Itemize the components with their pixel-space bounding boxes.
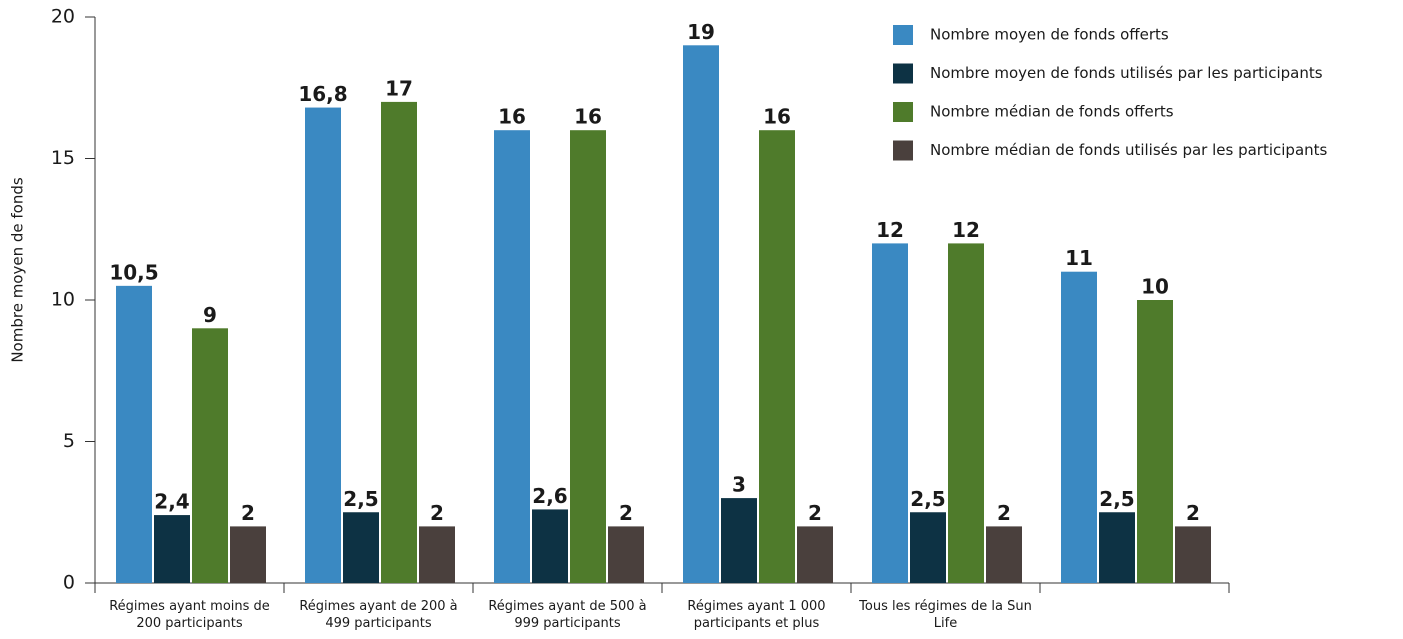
legend-swatch: [893, 63, 913, 84]
x-tick-label: Régimes ayant de 500 à 999 participants: [488, 599, 647, 631]
value-label: 2: [808, 501, 822, 525]
bar: [1099, 512, 1135, 583]
x-tick-label: Régimes ayant 1 000 participants et plus: [687, 599, 826, 631]
value-label: 2,6: [532, 484, 567, 508]
value-label: 12: [952, 218, 980, 242]
value-label: 2,5: [910, 487, 945, 511]
bar: [154, 515, 190, 583]
bar: [683, 45, 719, 584]
y-tick-label: 0: [63, 572, 75, 594]
x-tick-label: Régimes ayant de 200 à 499 participants: [299, 599, 458, 631]
value-label: 2: [430, 501, 444, 525]
bar: [305, 107, 341, 583]
bar: [872, 243, 908, 583]
bar: [986, 526, 1022, 583]
bar: [116, 285, 152, 583]
bar: [230, 526, 266, 583]
value-label: 16: [498, 105, 526, 129]
value-label: 2,5: [1099, 487, 1134, 511]
bar: [343, 512, 379, 583]
value-label: 3: [732, 473, 746, 497]
y-tick-label: 15: [51, 147, 75, 169]
value-label: 16: [574, 105, 602, 129]
legend-swatch: [893, 140, 913, 161]
value-label: 2: [241, 501, 255, 525]
bar: [381, 101, 417, 584]
y-tick-label: 20: [51, 6, 75, 28]
bar: [759, 130, 795, 583]
y-tick-label: 5: [63, 430, 75, 452]
legend-label: Nombre médian de fonds offerts: [930, 103, 1174, 121]
value-label: 2: [619, 501, 633, 525]
bar: [910, 512, 946, 583]
value-label: 12: [876, 218, 904, 242]
x-tick-label: Régimes ayant moins de 200 participants: [109, 599, 270, 631]
bar: [608, 526, 644, 583]
value-label: 16,8: [298, 82, 347, 106]
bar: [419, 526, 455, 583]
legend-label: Nombre médian de fonds utilisés par les …: [930, 141, 1328, 159]
bar: [570, 130, 606, 583]
bar: [948, 243, 984, 583]
bar: [494, 130, 530, 583]
value-label: 2,4: [154, 490, 189, 514]
y-axis-label: Nombre moyen de fonds: [9, 177, 27, 363]
value-label: 19: [687, 20, 715, 44]
legend-swatch: [893, 102, 913, 122]
x-tick-label: Tous les régimes de la Sun Life: [859, 599, 1032, 631]
value-label: 10,5: [109, 260, 158, 284]
value-label: 17: [385, 76, 413, 100]
bar: [532, 509, 568, 583]
value-label: 9: [203, 303, 217, 327]
value-label: 2: [997, 501, 1011, 525]
bar: [192, 328, 228, 583]
bar: [1175, 526, 1211, 583]
legend-swatch: [893, 25, 913, 45]
value-label: 2,5: [343, 487, 378, 511]
bar: [797, 526, 833, 583]
value-label: 11: [1065, 246, 1093, 270]
bar: [1137, 300, 1173, 583]
legend-label: Nombre moyen de fonds utilisés par les p…: [930, 64, 1323, 82]
value-label: 16: [763, 105, 791, 129]
value-label: 10: [1141, 275, 1169, 299]
bar: [1061, 271, 1097, 583]
value-label: 2: [1186, 501, 1200, 525]
legend-label: Nombre moyen de fonds offerts: [930, 26, 1169, 44]
y-tick-label: 10: [51, 289, 75, 311]
bar: [721, 498, 757, 583]
